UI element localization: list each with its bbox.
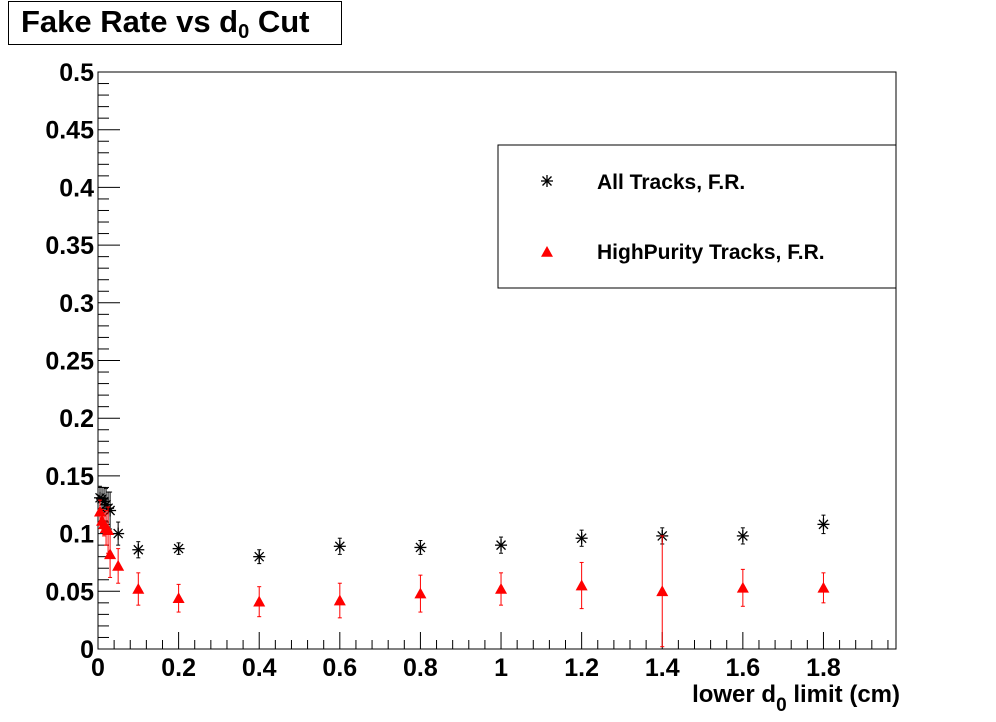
y-tick-label: 0.2 bbox=[59, 405, 94, 433]
y-tick-label: 0.5 bbox=[59, 59, 94, 87]
legend-marker-triangle bbox=[541, 246, 553, 257]
star-stroke bbox=[415, 542, 426, 553]
x-tick-label: 0.8 bbox=[403, 654, 438, 682]
x-tick-label: 0.6 bbox=[322, 654, 357, 682]
legend-label: HighPurity Tracks, F.R. bbox=[597, 241, 825, 264]
data-point-star bbox=[495, 539, 508, 552]
x-tick-label: 1 bbox=[494, 654, 508, 682]
star-stroke bbox=[334, 541, 345, 552]
x-axis: 0 0.2 0.4 0.6 0.8 1 1.2 1.4 1.6 1.8 bbox=[91, 632, 889, 682]
legend-label: All Tracks, F.R. bbox=[597, 171, 745, 194]
series-all-tracks bbox=[94, 485, 830, 565]
star-stroke bbox=[133, 544, 144, 555]
data-point-star bbox=[132, 543, 145, 556]
y-tick-label: 0.45 bbox=[45, 117, 94, 145]
data-point-star bbox=[253, 550, 266, 563]
y-tick-label: 0.15 bbox=[45, 463, 94, 491]
data-point-star bbox=[817, 518, 830, 531]
y-tick-label: 0.35 bbox=[45, 232, 94, 260]
y-tick-label: 0.1 bbox=[59, 521, 94, 549]
y-axis: 0 0.05 0.1 0.15 0.2 0.25 0.3 0.35 0.4 0.45 0.5 bbox=[45, 59, 120, 664]
data-point-triangle bbox=[495, 582, 508, 594]
chart-title-suffix: Cut bbox=[249, 4, 310, 39]
x-tick-label: 1.4 bbox=[645, 654, 680, 682]
y-tick-label: 0.4 bbox=[59, 174, 94, 202]
data-point-triangle bbox=[414, 587, 427, 599]
star-stroke bbox=[173, 543, 184, 554]
chart-title-main: Fake Rate vs d bbox=[21, 4, 239, 39]
y-tick-label: 0.3 bbox=[59, 290, 94, 318]
data-point-triangle bbox=[817, 581, 830, 593]
data-point-triangle bbox=[112, 559, 125, 571]
legend: All Tracks, F.R. HighPurity Tracks, F.R. bbox=[497, 144, 897, 289]
x-tick-label: 1.8 bbox=[806, 654, 841, 682]
data-point-triangle bbox=[102, 524, 115, 535]
x-axis-label: lower d0 limit (cm) bbox=[692, 681, 900, 716]
chart-title-subscript: 0 bbox=[238, 21, 250, 43]
star-stroke bbox=[576, 533, 587, 544]
star-stroke bbox=[818, 519, 829, 530]
x-tick-label: 0.4 bbox=[242, 654, 277, 682]
data-point-star bbox=[112, 527, 125, 540]
star-stroke bbox=[254, 551, 265, 562]
data-point-star bbox=[333, 540, 346, 553]
series-highpurity-tracks bbox=[94, 499, 830, 648]
data-point-star bbox=[172, 542, 185, 555]
chart-title: Fake Rate vs d0 Cut bbox=[21, 4, 310, 43]
data-point-star bbox=[414, 541, 427, 554]
data-point-triangle bbox=[253, 595, 266, 607]
data-point-triangle bbox=[575, 579, 588, 591]
data-point-star bbox=[736, 529, 749, 542]
star-stroke bbox=[105, 505, 116, 516]
star-stroke bbox=[542, 176, 552, 186]
star-stroke bbox=[737, 530, 748, 541]
chart-title-box: Fake Rate vs d0 Cut bbox=[8, 1, 342, 45]
x-tick-label: 1.2 bbox=[564, 654, 599, 682]
y-tick-label: 0 bbox=[80, 636, 94, 664]
x-tick-label: 0 bbox=[91, 654, 105, 682]
y-tick-label: 0.05 bbox=[45, 578, 94, 606]
legend-marker-star bbox=[541, 175, 553, 187]
y-tick-label: 0.25 bbox=[45, 348, 94, 376]
data-point-triangle bbox=[656, 585, 669, 597]
data-point-triangle bbox=[104, 548, 117, 560]
x-tick-label: 0.2 bbox=[161, 654, 196, 682]
data-point-triangle bbox=[172, 592, 185, 604]
data-point-triangle bbox=[333, 594, 346, 606]
star-stroke bbox=[496, 540, 506, 551]
star-stroke bbox=[113, 528, 124, 539]
data-point-triangle bbox=[94, 505, 107, 517]
data-point-triangle bbox=[132, 582, 145, 594]
data-point-star bbox=[575, 532, 588, 545]
x-tick-label: 1.6 bbox=[725, 654, 760, 682]
legend-box bbox=[497, 144, 897, 289]
data-point-triangle bbox=[736, 581, 749, 593]
series-layer bbox=[94, 485, 830, 648]
